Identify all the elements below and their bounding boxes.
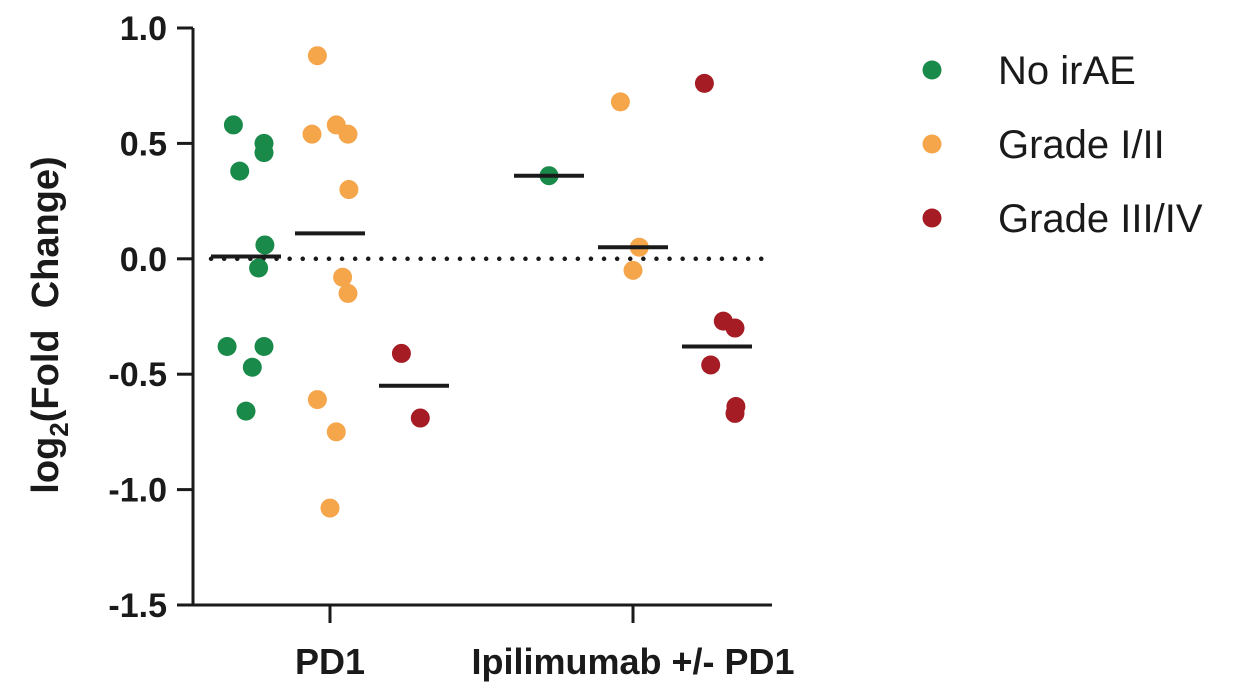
y-axis-title-prefix: log [25, 437, 67, 494]
x-tick-label-pd1: PD1 [295, 641, 365, 682]
axes: 1.0 0.5 0.0 -0.5 -1.0 -1.5 PD1 Ipilimumab +/- P… [108, 10, 794, 682]
point-pd1-grade-iii-iv [410, 408, 430, 428]
point-pd1-no-irae [242, 357, 262, 377]
point-ipilimumab-pd1-grade-iii-iv [725, 318, 745, 338]
point-pd1-grade-i-ii [320, 498, 340, 518]
legend-label-grade-iii-iv: Grade III/IV [998, 197, 1203, 241]
legend-marker-grade-iii-iv [922, 208, 942, 228]
point-pd1-no-irae [217, 337, 237, 357]
point-pd1-no-irae [236, 401, 256, 421]
y-axis-title-suffix: (Fold Change) [25, 156, 67, 422]
point-ipilimumab-pd1-grade-iii-iv [694, 73, 714, 93]
legend-marker-grade-i-ii [922, 134, 942, 154]
plot-marks [211, 46, 752, 518]
point-ipilimumab-pd1-grade-iii-iv [725, 403, 745, 423]
y-axis-title: log2(Fold Change) [25, 156, 74, 493]
point-pd1-grade-i-ii [333, 267, 353, 287]
y-tick-label: 0.5 [120, 125, 167, 163]
legend: No irAE Grade I/II Grade III/IV [922, 49, 1203, 241]
y-axis-title-subscript: 2 [44, 422, 74, 436]
y-tick-label: -1.5 [108, 587, 167, 625]
point-pd1-grade-i-ii [339, 180, 359, 200]
x-tick-label-ipilimumab-pd1: Ipilimumab +/- PD1 [471, 641, 794, 682]
point-pd1-no-irae [255, 235, 275, 255]
point-pd1-grade-i-ii [338, 283, 358, 303]
point-pd1-grade-i-ii [326, 422, 346, 442]
point-pd1-no-irae [254, 143, 274, 163]
point-ipilimumab-pd1-grade-iii-iv [701, 355, 721, 375]
y-tick-label: -1.0 [108, 472, 167, 510]
point-pd1-grade-i-ii [338, 124, 358, 144]
y-tick-label: 1.0 [120, 10, 167, 48]
point-ipilimumab-pd1-grade-i-ii [610, 92, 630, 112]
point-pd1-grade-i-ii [302, 124, 322, 144]
point-pd1-grade-i-ii [307, 390, 327, 410]
point-pd1-no-irae [230, 161, 250, 181]
y-tick-label: -0.5 [108, 356, 167, 394]
point-ipilimumab-pd1-grade-i-ii [623, 260, 643, 280]
point-pd1-no-irae [223, 115, 243, 135]
point-pd1-no-irae [254, 337, 274, 357]
point-pd1-grade-i-ii [307, 46, 327, 66]
legend-label-grade-i-ii: Grade I/II [998, 123, 1165, 167]
point-pd1-no-irae [249, 258, 269, 278]
legend-marker-no-irae [922, 60, 942, 80]
y-tick-label: 0.0 [120, 241, 167, 279]
point-pd1-grade-iii-iv [391, 343, 411, 363]
legend-label-no-irae: No irAE [998, 49, 1136, 93]
